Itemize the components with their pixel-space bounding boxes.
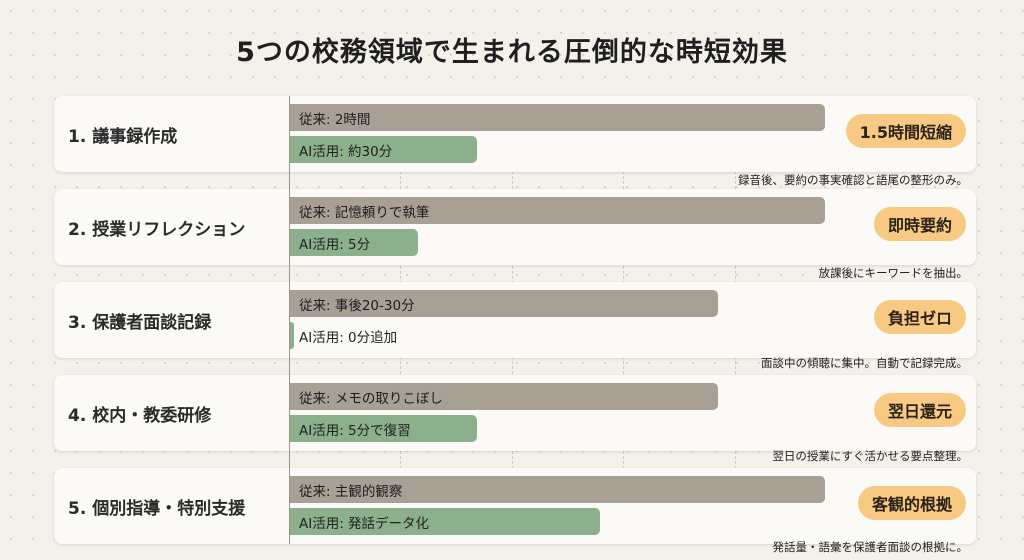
page-title: 5つの校務領域で生まれる圧倒的な時短効果	[236, 37, 788, 68]
effect-badge: 即時要約	[873, 207, 966, 241]
effect-badge: 翌日還元	[873, 393, 966, 427]
row-note: 放課後にキーワードを抽出。	[818, 266, 969, 280]
row-note: 録音後、要約の事実確認と語尾の整形のみ。	[738, 173, 968, 187]
ai-bar: AI活用: 発話データ化	[289, 508, 600, 535]
row-note: 翌日の授業にすぐ活かせる要点整理。	[772, 449, 968, 463]
row-note: 面談中の傾聴に集中。自動で記録完成。	[761, 356, 968, 370]
traditional-bar: 従来: 事後20-30分	[289, 290, 718, 317]
category-label: 3. 保護者面談記録	[68, 312, 212, 333]
baseline-axis	[289, 96, 290, 544]
chart-row: 2. 授業リフレクション 従来: 記憶頼りで執筆 AI活用: 5分 即時要約	[54, 189, 976, 265]
traditional-bar: 従来: メモの取りこぼし	[289, 383, 718, 410]
ai-bar: AI活用: 5分で復習	[289, 415, 477, 442]
chart-row: 4. 校内・教委研修 従来: メモの取りこぼし AI活用: 5分で復習 翌日還元	[54, 375, 976, 451]
category-label: 2. 授業リフレクション	[68, 219, 246, 240]
category-label: 4. 校内・教委研修	[68, 405, 212, 426]
ai-bar: AI活用: 5分	[289, 229, 418, 256]
effect-badge: 負担ゼロ	[873, 300, 966, 334]
chart-row: 5. 個別指導・特別支援 従来: 主観的観察 AI活用: 発話データ化 客観的根拠	[54, 468, 976, 544]
chart-row: 1. 議事録作成 従来: 2時間 AI活用: 約30分 1.5時間短縮	[54, 96, 976, 172]
ai-bar: AI活用: 約30分	[289, 136, 477, 163]
ai-bar: AI活用: 0分追加	[289, 322, 449, 349]
category-label: 5. 個別指導・特別支援	[68, 498, 246, 519]
traditional-bar: 従来: 2時間	[289, 104, 825, 131]
traditional-bar: 従来: 主観的観察	[289, 476, 825, 503]
chart-row: 3. 保護者面談記録 従来: 事後20-30分 AI活用: 0分追加 負担ゼロ	[54, 282, 976, 358]
row-note: 発話量・語彙を保護者面談の根拠に。	[772, 540, 969, 554]
category-label: 1. 議事録作成	[68, 126, 178, 147]
traditional-bar: 従来: 記憶頼りで執筆	[289, 197, 825, 224]
effect-badge: 1.5時間短縮	[845, 114, 966, 148]
effect-badge: 客観的根拠	[857, 486, 966, 520]
